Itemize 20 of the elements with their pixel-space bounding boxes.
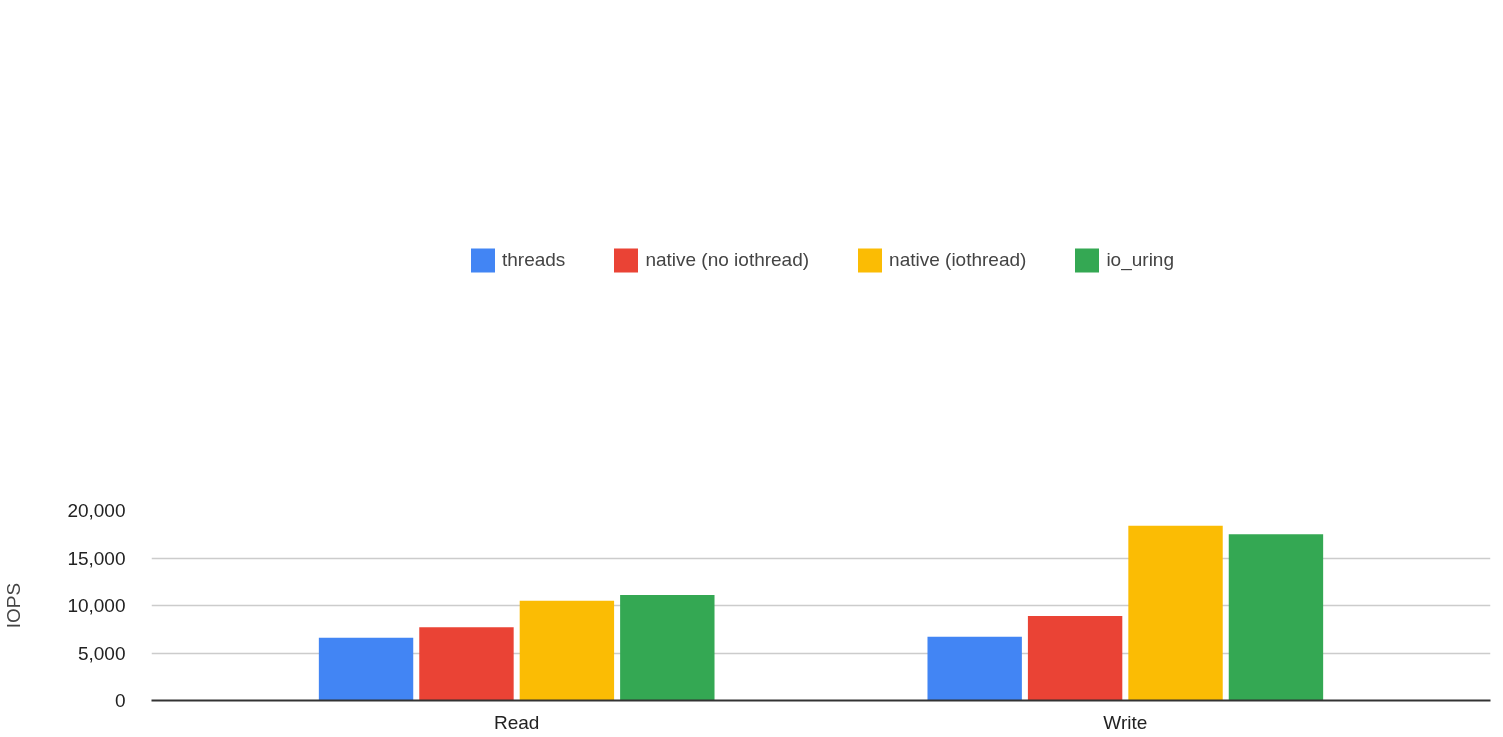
legend-label: native (no iothread) [645,249,810,271]
y-tick-label: 20,000 [67,500,126,521]
bar [419,627,514,701]
bar [519,600,615,701]
bar [1027,615,1123,701]
bar [620,595,715,701]
bar [318,637,414,701]
y-axis-title: IOPS [3,582,25,629]
legend-label: threads [502,249,566,271]
y-tick-label: 0 [114,690,126,711]
y-tick-label: 5,000 [77,642,126,664]
legend-label: native (iothread) [889,249,1027,271]
bar [1228,534,1324,701]
x-tick-label: Read [493,711,540,733]
bar [1128,525,1223,701]
y-tick-label: 10,000 [67,595,126,616]
legend-label: io_uring [1106,249,1174,271]
y-tick-label: 15,000 [67,547,126,569]
x-tick-label: Write [1103,711,1148,733]
bar [927,636,1022,701]
